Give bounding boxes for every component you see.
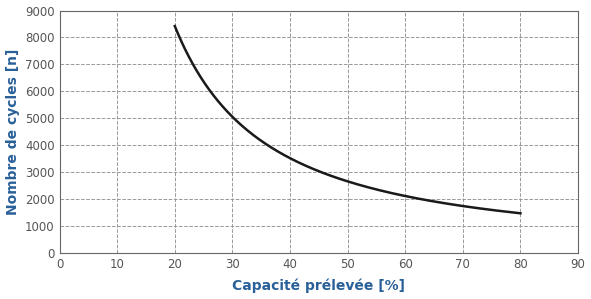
- Y-axis label: Nombre de cycles [n]: Nombre de cycles [n]: [5, 48, 20, 215]
- X-axis label: Capacité prélevée [%]: Capacité prélevée [%]: [232, 279, 405, 293]
